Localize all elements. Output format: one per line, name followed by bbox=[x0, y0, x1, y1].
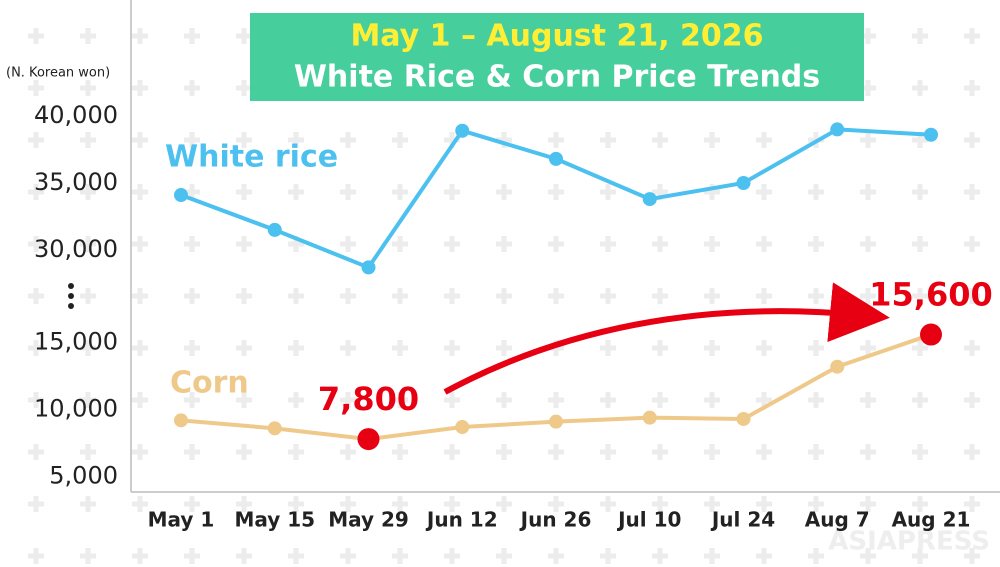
x-tick-label: May 29 bbox=[328, 508, 409, 532]
y-tick-label: 30,000 bbox=[34, 235, 118, 263]
x-tick-label: Jun 26 bbox=[519, 508, 592, 532]
data-point bbox=[924, 127, 938, 142]
data-label: 7,800 bbox=[318, 380, 419, 418]
x-tick-label: Jul 24 bbox=[710, 508, 775, 532]
x-tick-label: Jun 12 bbox=[425, 508, 498, 532]
data-point bbox=[267, 222, 282, 237]
data-point bbox=[455, 123, 470, 138]
data-point bbox=[642, 192, 657, 207]
x-tick-label: May 15 bbox=[234, 508, 315, 532]
x-tick-label: Aug 21 bbox=[892, 508, 971, 532]
axis-break bbox=[68, 283, 74, 309]
data-point bbox=[267, 421, 282, 436]
y-tick-label: 35,000 bbox=[34, 168, 118, 196]
data-point bbox=[549, 151, 563, 166]
y-tick-label: 40,000 bbox=[34, 101, 118, 129]
data-label: 15,600 bbox=[869, 276, 992, 314]
data-point bbox=[830, 122, 845, 137]
trend-arrow bbox=[443, 282, 890, 395]
data-point bbox=[830, 359, 845, 374]
y-axis-label: (N. Korean won) bbox=[6, 66, 110, 81]
x-tick-label: May 1 bbox=[148, 508, 215, 532]
y-tick-label: 10,000 bbox=[34, 395, 118, 423]
data-point bbox=[357, 428, 380, 451]
data-point bbox=[549, 414, 563, 429]
watermark: ASIAPRESS bbox=[828, 527, 990, 557]
chart-title: May 1 – August 21, 2026 bbox=[350, 19, 763, 54]
series-label: White rice bbox=[165, 140, 338, 175]
data-point bbox=[736, 176, 751, 190]
data-point bbox=[174, 413, 188, 428]
series-label: Corn bbox=[170, 366, 249, 401]
x-tick-label: Jul 10 bbox=[616, 508, 681, 532]
y-tick-label: 15,000 bbox=[34, 328, 118, 356]
title-box bbox=[250, 13, 864, 101]
chart-subtitle: White Rice & Corn Price Trends bbox=[294, 60, 820, 95]
data-point bbox=[361, 260, 376, 275]
data-point bbox=[455, 420, 470, 435]
data-point bbox=[736, 411, 751, 426]
data-point bbox=[174, 188, 188, 203]
data-point bbox=[920, 323, 942, 346]
data-point bbox=[642, 410, 657, 425]
x-tick-label: Aug 7 bbox=[805, 508, 870, 532]
y-tick-label: 5,000 bbox=[49, 462, 118, 490]
